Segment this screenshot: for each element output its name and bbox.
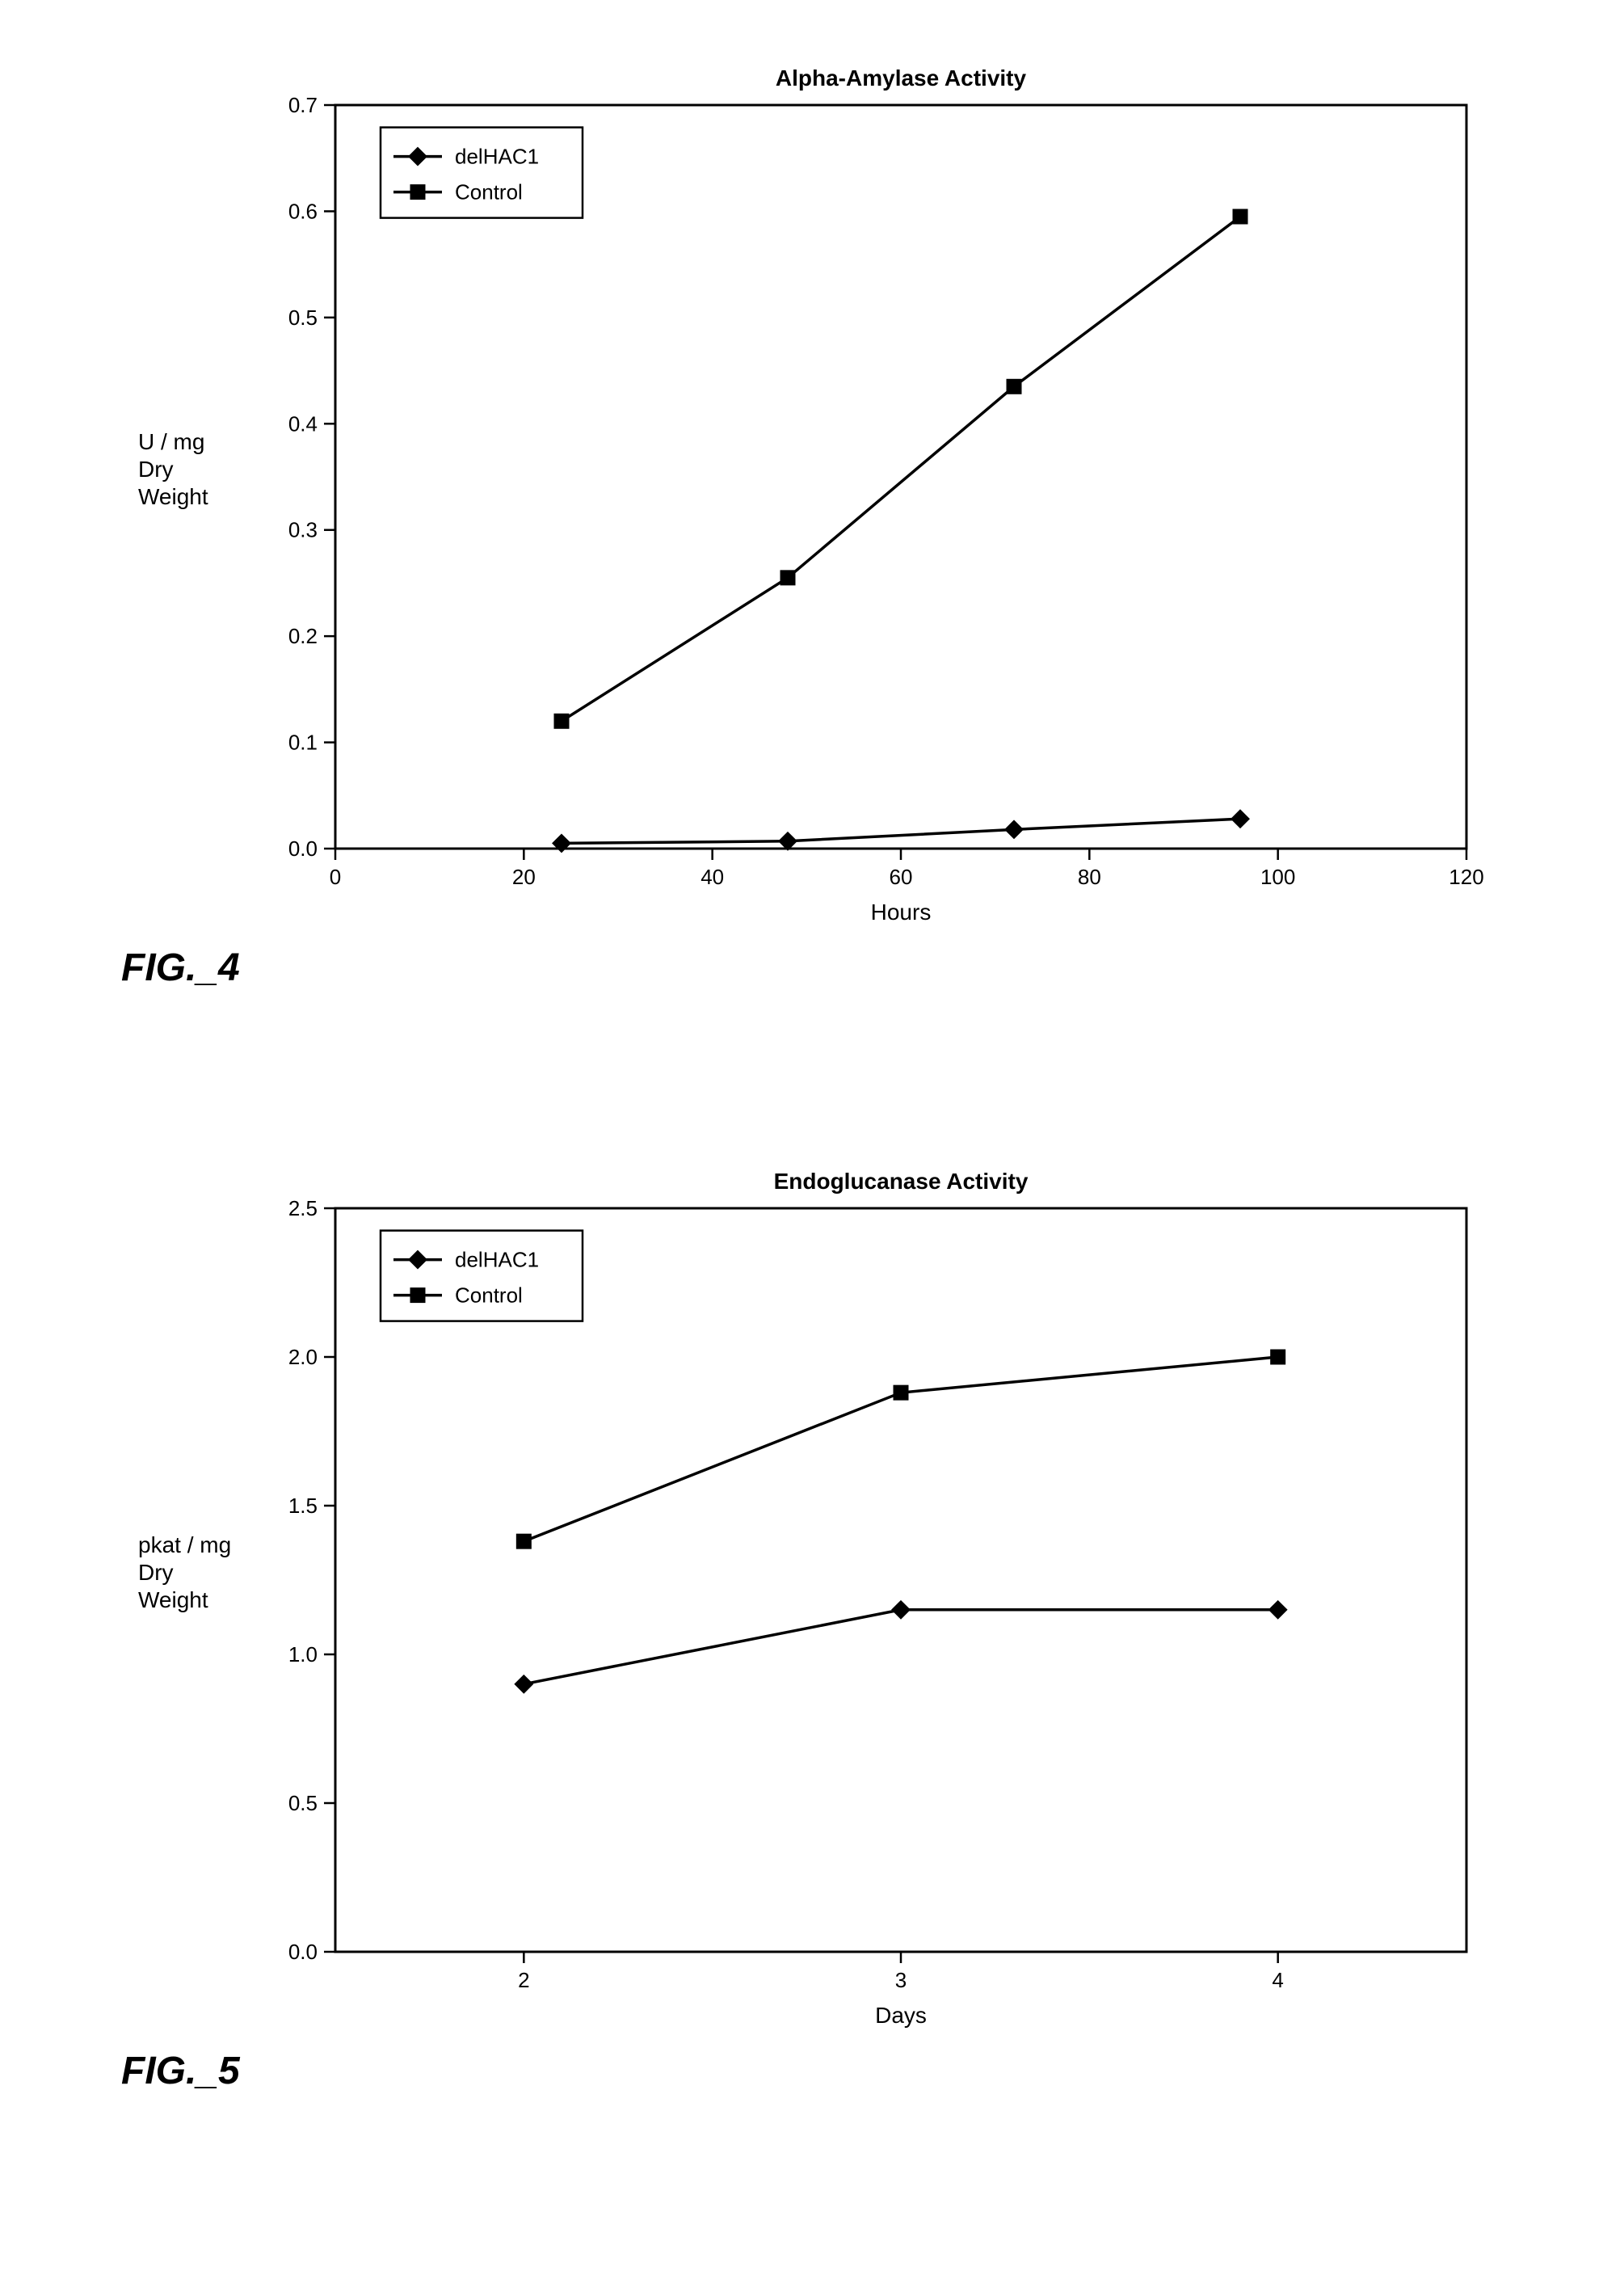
svg-text:0.6: 0.6 [288, 199, 318, 223]
svg-text:120: 120 [1449, 865, 1483, 889]
svg-text:2: 2 [518, 1968, 529, 1992]
svg-text:delHAC1: delHAC1 [455, 1248, 539, 1272]
svg-text:Endoglucanase Activity: Endoglucanase Activity [774, 1169, 1029, 1194]
svg-text:100: 100 [1260, 865, 1295, 889]
svg-text:Control: Control [455, 180, 523, 204]
svg-text:0.0: 0.0 [288, 836, 318, 861]
svg-text:Dry: Dry [138, 457, 174, 482]
svg-text:40: 40 [701, 865, 724, 889]
svg-text:Hours: Hours [871, 900, 932, 925]
svg-text:0: 0 [330, 865, 341, 889]
svg-text:0.1: 0.1 [288, 731, 318, 755]
svg-text:delHAC1: delHAC1 [455, 145, 539, 169]
svg-text:0.2: 0.2 [288, 624, 318, 648]
figure-5-block: Endoglucanase Activity 0.0 0.5 1.0 1.5 2.0 2.5… [32, 1152, 1592, 2093]
svg-text:Weight: Weight [138, 1587, 208, 1612]
svg-text:1.5: 1.5 [288, 1494, 318, 1518]
svg-text:2.5: 2.5 [288, 1196, 318, 1220]
figure-4-block: Alpha-Amylase Activity 0.0 0.1 0.2 0.3 0.4 0.5… [32, 48, 1592, 990]
svg-text:Dry: Dry [138, 1560, 174, 1585]
svg-text:80: 80 [1078, 865, 1101, 889]
svg-text:Alpha-Amylase Activity: Alpha-Amylase Activity [776, 65, 1027, 91]
svg-text:0.5: 0.5 [288, 305, 318, 330]
svg-text:0.5: 0.5 [288, 1791, 318, 1815]
svg-text:4: 4 [1272, 1968, 1283, 1992]
svg-text:0.4: 0.4 [288, 411, 318, 436]
svg-text:Weight: Weight [138, 484, 208, 509]
svg-text:1.0: 1.0 [288, 1642, 318, 1666]
svg-text:pkat / mg: pkat / mg [138, 1532, 231, 1557]
svg-text:0.0: 0.0 [288, 1940, 318, 1964]
svg-text:2.0: 2.0 [288, 1345, 318, 1369]
figure-4-label: FIG._4 [121, 946, 1592, 990]
figure-5-label: FIG._5 [121, 2049, 1592, 2093]
figure-5-chart: Endoglucanase Activity 0.0 0.5 1.0 1.5 2.0 2.5… [125, 1152, 1499, 2041]
svg-text:20: 20 [512, 865, 536, 889]
svg-text:0.7: 0.7 [288, 93, 318, 117]
svg-text:U / mg: U / mg [138, 429, 204, 454]
svg-text:3: 3 [895, 1968, 907, 1992]
figure-4-chart: Alpha-Amylase Activity 0.0 0.1 0.2 0.3 0.4 0.5… [125, 48, 1499, 938]
svg-text:60: 60 [890, 865, 913, 889]
svg-text:0.3: 0.3 [288, 518, 318, 542]
svg-text:Control: Control [455, 1283, 523, 1308]
svg-text:Days: Days [875, 2003, 927, 2028]
